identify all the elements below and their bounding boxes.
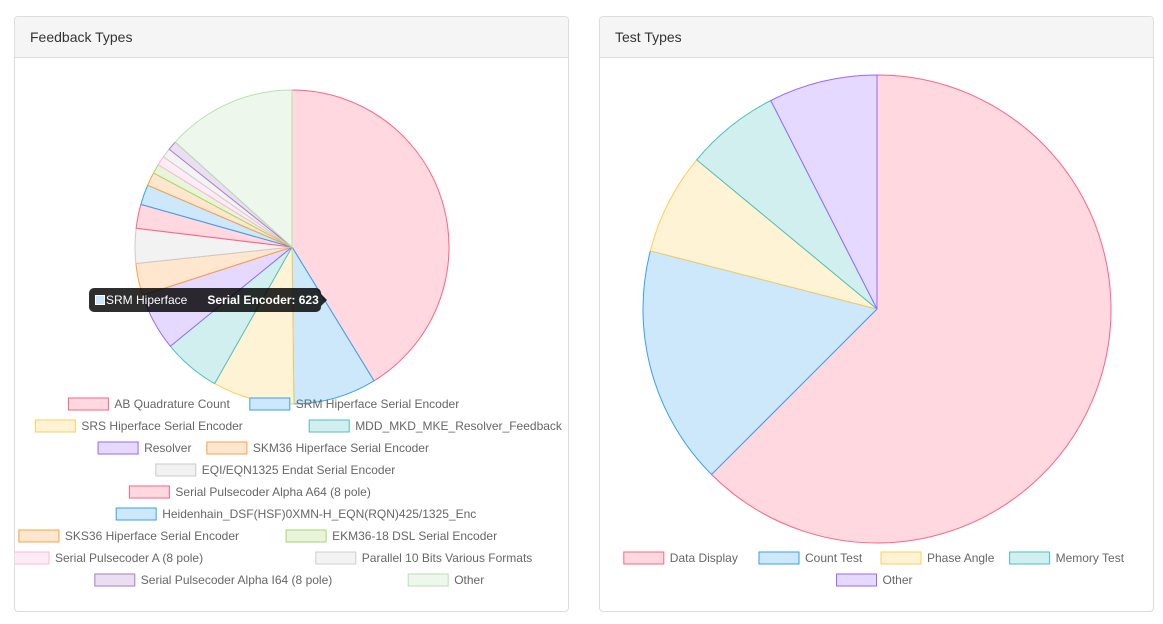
legend-label-sks36-hiperface-serial-encoder[interactable]: SKS36 Hiperface Serial Encoder bbox=[65, 529, 239, 543]
legend-row: Serial Pulsecoder Alpha I64 (8 pole) Othe… bbox=[94, 573, 484, 587]
tooltip-value: Serial Encoder: 623 bbox=[207, 293, 319, 307]
legend-row: Data Display Count Test Phase Angle Memory … bbox=[623, 551, 1125, 565]
legend-label-data-display[interactable]: Data Display bbox=[670, 551, 738, 565]
chart-tooltip: SRM Hiperface Serial Encoder: 623 bbox=[89, 288, 321, 312]
pie-slice-ab-quadrature-count[interactable] bbox=[291, 89, 450, 382]
legend-row: Other bbox=[836, 573, 913, 587]
feedback-types-panel: Feedback Types AB Quadrature Count SRM Hi… bbox=[14, 16, 569, 612]
legend-row: Heidenhain_DSF(HSF)0XMN-H_EQN(RQN)425/13… bbox=[115, 507, 476, 521]
legend-row: Resolver SKM36 Hiperface Serial Encoder bbox=[97, 441, 429, 455]
legend-label-phase-angle[interactable]: Phase Angle bbox=[927, 551, 995, 565]
test-types-panel: Test Types Data Display Count Test Phase A… bbox=[599, 16, 1154, 612]
legend-label-srm-hiperface-serial-encoder[interactable]: SRM Hiperface Serial Encoder bbox=[296, 397, 459, 411]
legend-row: Serial Pulsecoder Alpha A64 (8 pole) bbox=[128, 485, 371, 499]
feedback-types-chart: AB Quadrature Count SRM Hiperface Serial … bbox=[15, 89, 563, 587]
pie-slice-other[interactable] bbox=[174, 89, 293, 249]
legend-row: SRS Hiperface Serial Encoder MDD_MKD_MKE_… bbox=[34, 419, 563, 433]
legend-label-skm36-hiperface-serial-encoder[interactable]: SKM36 Hiperface Serial Encoder bbox=[253, 441, 429, 455]
test-types-chart: Data Display Count Test Phase Angle Memory … bbox=[623, 74, 1125, 587]
legend-swatch-other[interactable] bbox=[407, 573, 449, 587]
pie-slice-count-test[interactable] bbox=[642, 250, 878, 476]
legend-swatch-sks36-hiperface-serial-encoder[interactable] bbox=[18, 529, 60, 543]
legend-label-resolver[interactable]: Resolver bbox=[144, 441, 191, 455]
tooltip-arrow bbox=[321, 294, 327, 306]
legend-swatch-resolver[interactable] bbox=[97, 441, 139, 455]
legend-label-other[interactable]: Other bbox=[454, 573, 484, 587]
legend-label-serial-pulsecoder-alpha-a64-8-pole[interactable]: Serial Pulsecoder Alpha A64 (8 pole) bbox=[175, 485, 370, 499]
legend-swatch-memory-test[interactable] bbox=[1009, 551, 1051, 565]
legend-swatch-other[interactable] bbox=[836, 573, 877, 587]
legend-label-serial-pulsecoder-a-8-pole[interactable]: Serial Pulsecoder A (8 pole) bbox=[55, 551, 203, 565]
tooltip-series: SRM Hiperface bbox=[106, 293, 188, 307]
legend-label-mdd-mkd-mke-resolver-feedback[interactable]: MDD_MKD_MKE_Resolver_Feedback bbox=[355, 419, 563, 433]
tooltip-swatch bbox=[95, 295, 105, 305]
legend-label-memory-test[interactable]: Memory Test bbox=[1056, 551, 1125, 565]
legend-swatch-eqi-eqn1325-endat-serial-encoder[interactable] bbox=[155, 463, 197, 477]
legend-label-serial-pulsecoder-alpha-i64-8-pole[interactable]: Serial Pulsecoder Alpha I64 (8 pole) bbox=[141, 573, 332, 587]
legend-swatch-mdd-mkd-mke-resolver-feedback[interactable] bbox=[308, 419, 350, 433]
legend-row: EQI/EQN1325 Endat Serial Encoder bbox=[155, 463, 395, 477]
legend-swatch-serial-pulsecoder-alpha-a64-8-pole[interactable] bbox=[128, 485, 170, 499]
legend-swatch-ab-quadrature-count[interactable] bbox=[67, 397, 109, 411]
legend-swatch-serial-pulsecoder-alpha-i64-8-pole[interactable] bbox=[94, 573, 136, 587]
legend-label-heidenhain-dsf-hsf-0xmn-h-eqn-rqn-425-1325-enc[interactable]: Heidenhain_DSF(HSF)0XMN-H_EQN(RQN)425/13… bbox=[162, 507, 476, 521]
legend-label-count-test[interactable]: Count Test bbox=[805, 551, 863, 565]
pie-slice-phase-angle[interactable] bbox=[649, 159, 878, 310]
legend-swatch-heidenhain-dsf-hsf-0xmn-h-eqn-rqn-425-1325-enc[interactable] bbox=[115, 507, 157, 521]
pie-slice-other[interactable] bbox=[770, 74, 878, 310]
legend-row: Serial Pulsecoder A (8 pole) Parallel 10 … bbox=[15, 551, 532, 565]
test-types-title: Test Types bbox=[600, 17, 1153, 58]
legend-swatch-data-display[interactable] bbox=[623, 551, 665, 565]
pie-slice-data-display[interactable] bbox=[710, 74, 1112, 544]
feedback-types-title: Feedback Types bbox=[15, 17, 568, 58]
legend-swatch-serial-pulsecoder-a-8-pole[interactable] bbox=[15, 551, 50, 565]
legend-swatch-phase-angle[interactable] bbox=[880, 551, 922, 565]
legend-label-srs-hiperface-serial-encoder[interactable]: SRS Hiperface Serial Encoder bbox=[81, 419, 242, 433]
legend-swatch-parallel-10-bits-various-formats[interactable] bbox=[315, 551, 357, 565]
legend-swatch-skm36-hiperface-serial-encoder[interactable] bbox=[206, 441, 248, 455]
legend-swatch-srs-hiperface-serial-encoder[interactable] bbox=[34, 419, 76, 433]
legend-label-other[interactable]: Other bbox=[883, 573, 913, 587]
legend-label-eqi-eqn1325-endat-serial-encoder[interactable]: EQI/EQN1325 Endat Serial Encoder bbox=[202, 463, 395, 477]
legend-row: SKS36 Hiperface Serial Encoder EKM36-18 D… bbox=[18, 529, 497, 543]
pie-slice-srm-hiperface-serial-encoder[interactable] bbox=[291, 245, 375, 405]
legend-swatch-ekm36-18-dsl-serial-encoder[interactable] bbox=[285, 529, 327, 543]
legend-row: AB Quadrature Count SRM Hiperface Serial … bbox=[67, 397, 459, 411]
legend-swatch-srm-hiperface-serial-encoder[interactable] bbox=[249, 397, 291, 411]
legend-label-parallel-10-bits-various-formats[interactable]: Parallel 10 Bits Various Formats bbox=[362, 551, 533, 565]
legend-label-ekm36-18-dsl-serial-encoder[interactable]: EKM36-18 DSL Serial Encoder bbox=[332, 529, 497, 543]
legend-label-ab-quadrature-count[interactable]: AB Quadrature Count bbox=[114, 397, 230, 411]
legend-swatch-count-test[interactable] bbox=[758, 551, 800, 565]
